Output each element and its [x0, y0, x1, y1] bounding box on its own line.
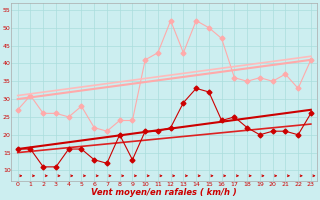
X-axis label: Vent moyen/en rafales ( km/h ): Vent moyen/en rafales ( km/h )	[92, 188, 237, 197]
